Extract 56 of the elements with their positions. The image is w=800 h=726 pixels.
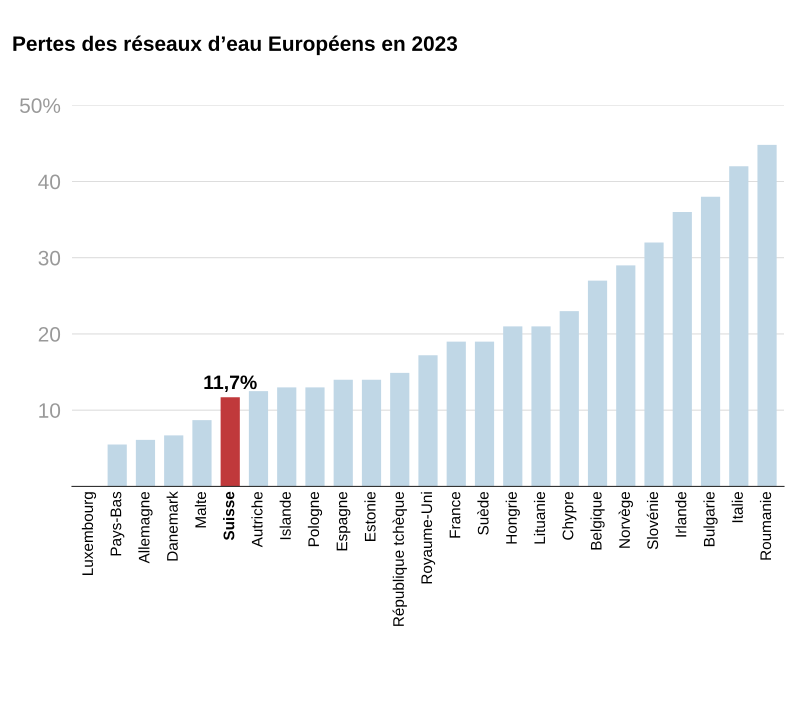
x-tick-label: Autriche: [251, 492, 263, 548]
bar: [136, 440, 156, 486]
bar: [277, 387, 296, 486]
bar: [588, 280, 608, 486]
bar: [248, 391, 268, 486]
bar: [390, 372, 410, 486]
bar: [531, 326, 551, 486]
bar: [362, 380, 382, 486]
bar: [164, 435, 184, 486]
x-tick-label: Suède: [477, 492, 489, 535]
bar: [672, 212, 692, 486]
x-tick-label: Belgique: [590, 492, 605, 550]
x-tick-label: Islande: [280, 492, 291, 540]
bar: [334, 380, 353, 486]
data-label: 11,7%: [204, 376, 257, 392]
x-tick-label: Malte: [194, 492, 206, 528]
bar: [503, 326, 522, 486]
bar: [108, 444, 127, 486]
bar: [305, 387, 325, 486]
bar: [757, 144, 777, 486]
x-tick-label: Espagne: [336, 492, 350, 550]
bar: [560, 311, 579, 486]
y-tick-label: 40: [38, 174, 60, 190]
bar: [474, 342, 494, 486]
x-tick-label: Allemagne: [138, 492, 153, 564]
y-tick-label: 50%: [20, 98, 60, 114]
chart-title: Pertes des réseaux d’eau Européens en 2023: [13, 36, 458, 56]
x-tick-label: Suisse: [223, 492, 234, 540]
x-tick-label: Luxembourg: [82, 492, 96, 575]
bar: [418, 355, 438, 486]
x-tick-label: Irlande: [675, 492, 686, 537]
x-tick-label: Italie: [732, 492, 743, 522]
bar: [192, 420, 212, 486]
x-tick-label: Estonie: [364, 492, 376, 541]
x-tick-label: Chypre: [562, 492, 576, 540]
x-tick-label: Slovénie: [646, 492, 658, 550]
x-tick-label: Norvège: [618, 492, 633, 548]
x-tick-label: Lituanie: [534, 492, 546, 544]
y-tick-label: 10: [39, 403, 60, 418]
x-tick-label: République tchèque: [392, 492, 407, 626]
bar: [220, 397, 240, 486]
x-tick-label: France: [450, 492, 460, 538]
bar: [446, 342, 466, 486]
y-tick-label: 30: [38, 250, 60, 266]
bar: [644, 242, 664, 486]
x-tick-label: Pologne: [308, 492, 322, 546]
bar: [729, 166, 748, 486]
x-tick-label: Royaume-Uni: [420, 492, 436, 584]
x-tick-label: Danemark: [166, 491, 178, 560]
y-tick-label: 20: [38, 326, 60, 342]
x-tick-label: Pays-Bas: [110, 492, 124, 556]
x-tick-label: Hongrie: [506, 492, 520, 544]
x-tick-label: Roumanie: [760, 492, 772, 560]
x-tick-label: Bulgarie: [703, 492, 718, 546]
bar: [700, 196, 720, 486]
bar: [616, 265, 636, 486]
